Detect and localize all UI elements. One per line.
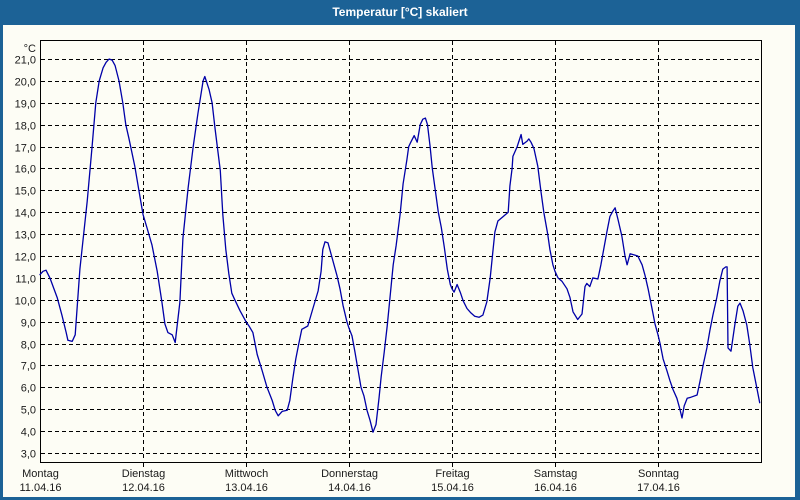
- y-tick-label: 10,0: [15, 296, 36, 308]
- plot-frame: [39, 39, 763, 464]
- day-name-label: Mittwoch: [225, 468, 268, 480]
- day-name-label: Donnerstag: [321, 468, 378, 480]
- y-tick-label: 18,0: [15, 121, 36, 133]
- temperature-curve: [39, 58, 761, 433]
- day-name-label: Samstag: [534, 468, 577, 480]
- y-tick-label: 14,0: [15, 208, 36, 220]
- day-date-label: 13.04.16: [225, 482, 268, 494]
- y-tick-label: 12,0: [15, 252, 36, 264]
- y-tick-label: 19,0: [15, 99, 36, 111]
- y-axis-unit-label: °C: [24, 43, 36, 55]
- y-tick-label: 21,0: [15, 55, 36, 67]
- y-tick-label: 20,0: [15, 77, 36, 89]
- window-title-bar: Temperatur [°C] skaliert: [0, 0, 800, 25]
- y-tick-label: 6,0: [21, 383, 36, 395]
- window-title: Temperatur [°C] skaliert: [332, 5, 468, 19]
- day-date-label: 15.04.16: [431, 482, 474, 494]
- day-date-label: 16.04.16: [534, 482, 577, 494]
- y-tick-label: 16,0: [15, 164, 36, 176]
- day-date-label: 17.04.16: [637, 482, 680, 494]
- y-tick-label: 9,0: [21, 318, 36, 330]
- day-date-label: 12.04.16: [122, 482, 165, 494]
- y-tick-label: 7,0: [21, 361, 36, 373]
- day-date-label: 11.04.16: [19, 482, 61, 494]
- day-date-label: 14.04.16: [328, 482, 371, 494]
- y-tick-label: 11,0: [15, 274, 36, 286]
- y-tick-label: 17,0: [15, 143, 36, 155]
- day-name-label: Sonntag: [638, 468, 679, 480]
- y-tick-label: 4,0: [21, 427, 36, 439]
- y-tick-label: 15,0: [15, 186, 36, 198]
- day-name-label: Dienstag: [122, 468, 165, 480]
- y-tick-label: 3,0: [21, 449, 36, 461]
- chart-content-area: 21,0 20,0 19,0 18,0 17,0 16,0 15,0 14,0 13,0 12,0…: [3, 25, 795, 497]
- y-tick-label: 13,0: [15, 230, 36, 242]
- y-tick-label: 8,0: [21, 340, 36, 352]
- y-tick-label: 5,0: [21, 405, 36, 417]
- day-name-label: Montag: [22, 468, 59, 480]
- day-name-label: Freitag: [435, 468, 469, 480]
